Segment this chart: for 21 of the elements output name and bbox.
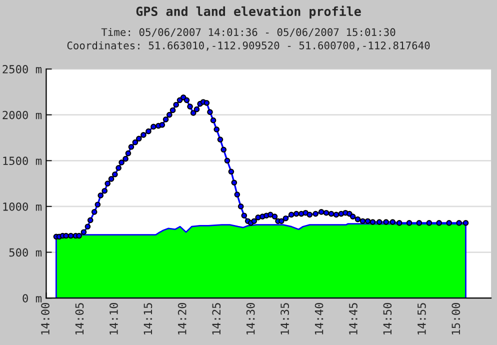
chart-subtitle: Time: 05/06/2007 14:01:36 - 05/06/2007 15:01:30 Coordinates: 51.663010,-112.909520 - 51.600700,-112.817640 [67, 28, 430, 51]
x-tick-label: 14:50 [383, 302, 392, 334]
y-tick-label: 2500 m [2, 65, 42, 74]
x-tick-label: 14:15 [144, 303, 152, 334]
x-tick-label: 14:35 [280, 303, 289, 334]
x-tick-label: 15:00 [452, 302, 460, 334]
x-tick-label: 14:40 [314, 302, 324, 334]
x-tick-label: 14:45 [349, 303, 358, 334]
x-tick-label: 14:05 [75, 303, 84, 334]
y-tick-label: 500 m [9, 248, 42, 257]
x-tick-label: 14:00 [41, 302, 50, 334]
chart-title: GPS and land elevation profile [136, 6, 361, 18]
x-tick-label: 14:30 [246, 302, 255, 334]
y-tick-label: 1000 m [3, 202, 42, 211]
y-tick-label: 2000 m [2, 110, 42, 120]
x-tick-label: 14:25 [212, 303, 221, 334]
x-tick-label: 14:10 [110, 302, 118, 334]
y-tick-label: 0 m [22, 294, 42, 302]
x-tick-label: 14:20 [178, 302, 186, 334]
y-tick-label: 1500 m [3, 156, 42, 166]
x-tick-label: 14:55 [418, 303, 426, 334]
